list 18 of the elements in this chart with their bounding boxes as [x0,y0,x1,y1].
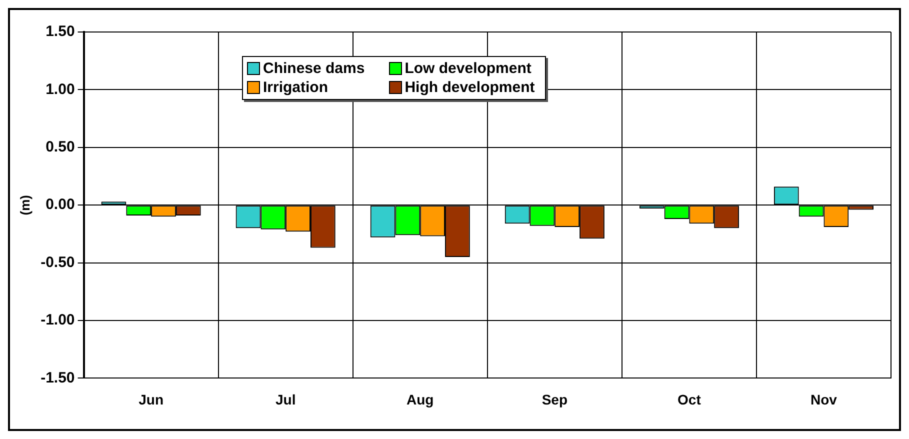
y-tick-label: 0.50 [46,138,75,156]
y-tick-label: 1.50 [46,23,75,40]
y-tick-label: -1.00 [40,312,75,329]
y-tick-label: 0.00 [46,196,75,214]
legend-label: Irrigation [263,79,328,96]
y-tick-label: -1.50 [40,369,75,386]
y-tick-label: 1.00 [46,80,75,98]
legend-label: High development [404,79,535,96]
x-tick-label: Aug [406,391,434,408]
x-tick-label: Sep [542,391,568,408]
x-tick-label: Nov [810,391,838,408]
x-tick-label: Oct [678,391,702,408]
x-tick-label: Jul [275,391,296,408]
y-axis-title: (m) [17,194,32,216]
legend-label: Low development [404,60,532,77]
legend-label: Chinese dams [263,60,365,77]
x-tick-label: Jun [138,391,164,408]
y-tick-label: -0.50 [40,254,75,271]
